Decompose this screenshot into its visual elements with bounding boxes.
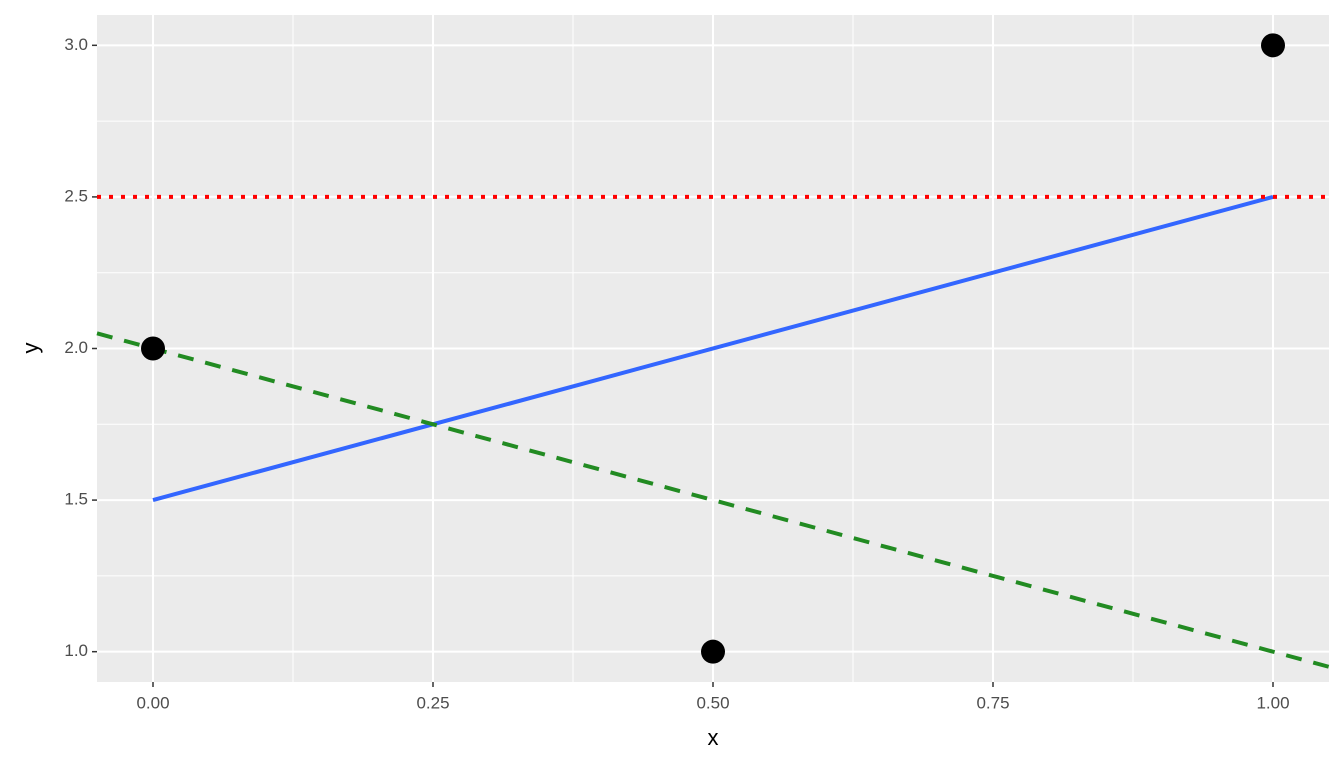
y-tick-label: 2.5 <box>64 186 88 205</box>
y-tick-label: 3.0 <box>64 35 88 54</box>
y-axis-title: y <box>18 343 43 354</box>
point <box>701 639 725 664</box>
line <box>152 194 1274 503</box>
y-tick-label: 1.5 <box>64 490 88 509</box>
x-axis-title: x <box>708 725 719 750</box>
x-tick-label: 0.25 <box>416 693 449 712</box>
point <box>1261 33 1285 58</box>
x-tick-label: 0.50 <box>696 693 729 712</box>
point <box>141 336 165 361</box>
x-tick-label: 0.75 <box>976 693 1009 712</box>
y-tick-label: 2.0 <box>64 338 88 357</box>
y-tick-label: 1.0 <box>64 641 88 660</box>
x-tick-label: 1.00 <box>1256 693 1289 712</box>
x-tick-label: 0.00 <box>136 693 169 712</box>
